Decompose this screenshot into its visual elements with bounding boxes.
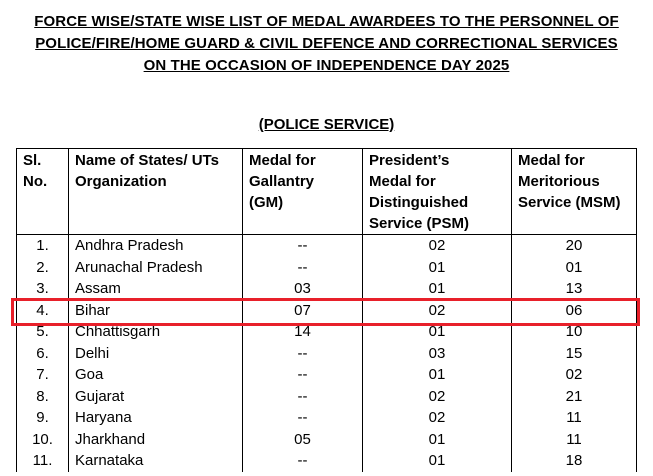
cell-sl-no: 10. [16, 428, 69, 450]
cell-msm: 01 [511, 256, 637, 278]
cell-state-name: Assam [68, 278, 243, 300]
cell-msm: 21 [511, 385, 637, 407]
cell-state-name: Jharkhand [68, 428, 243, 450]
header-presidents-medal: President’s Medal for Distinguished Service… [362, 148, 512, 235]
header-line: Medal for [249, 152, 316, 169]
cell-state-name: Goa [68, 364, 243, 386]
cell-gm: -- [242, 256, 363, 278]
cell-gm: -- [242, 364, 363, 386]
cell-gm: -- [242, 385, 363, 407]
header-line: President’s [369, 152, 450, 169]
cell-state-name: Chhattisgarh [68, 321, 243, 343]
cell-msm: 18 [511, 450, 637, 472]
table-row: 10. Jharkhand 05 01 11 [16, 428, 637, 450]
table-row: 1. Andhra Pradesh -- 02 20 [16, 234, 637, 257]
cell-gm: -- [242, 450, 363, 472]
table-row: 3. Assam 03 01 13 [16, 278, 637, 300]
header-sl-no: Sl. No. [16, 148, 69, 235]
cell-psm: 03 [362, 342, 512, 364]
table-row: 6. Delhi -- 03 15 [16, 342, 637, 364]
cell-sl-no: 5. [16, 321, 69, 343]
cell-state-name: Gujarat [68, 385, 243, 407]
header-line: Sl. [23, 152, 42, 169]
cell-msm: 15 [511, 342, 637, 364]
cell-sl-no: 3. [16, 278, 69, 300]
table-body: 1. Andhra Pradesh -- 02 20 2. Arunachal Prades… [16, 234, 637, 472]
header-gallantry-medal: Medal for Gallantry (GM) [242, 148, 363, 235]
header-line: Meritorious [518, 173, 600, 190]
cell-sl-no: 7. [16, 364, 69, 386]
header-line: (GM) [249, 194, 284, 211]
cell-msm: 11 [511, 407, 637, 429]
cell-gm: 14 [242, 321, 363, 343]
cell-psm: 02 [362, 234, 512, 257]
cell-state-name: Haryana [68, 407, 243, 429]
header-line: No. [23, 173, 48, 190]
cell-psm: 01 [362, 321, 512, 343]
medal-awardees-table: Sl. No. Name of States/ UTs Organization M… [16, 148, 637, 472]
cell-msm: 13 [511, 278, 637, 300]
title-line-1: FORCE WISE/STATE WISE LIST OF MEDAL AWAR… [34, 13, 619, 30]
cell-msm: 06 [511, 299, 637, 321]
title-line-3: ON THE OCCASION OF INDEPENDENCE DAY 2025 [143, 57, 510, 74]
header-state-name: Name of States/ UTs Organization [68, 148, 243, 235]
cell-sl-no: 9. [16, 407, 69, 429]
table-header-row: Sl. No. Name of States/ UTs Organization M… [16, 148, 637, 235]
header-line: Distinguished [369, 194, 469, 211]
cell-gm: -- [242, 342, 363, 364]
cell-gm: 03 [242, 278, 363, 300]
header-line: Service (PSM) [369, 215, 470, 232]
cell-psm: 01 [362, 428, 512, 450]
header-line: Name of States/ UTs [75, 152, 219, 169]
cell-sl-no: 4. [16, 299, 69, 321]
header-line: Medal for [369, 173, 436, 190]
header-meritorious-medal: Medal for Meritorious Service (MSM) [511, 148, 637, 235]
table-row: 8. Gujarat -- 02 21 [16, 385, 637, 407]
cell-sl-no: 1. [16, 234, 69, 257]
section-subtitle: (POLICE SERVICE) [258, 116, 395, 133]
cell-msm: 02 [511, 364, 637, 386]
header-line: Service (MSM) [518, 194, 621, 211]
cell-psm: 02 [362, 299, 512, 321]
cell-sl-no: 8. [16, 385, 69, 407]
cell-state-name: Delhi [68, 342, 243, 364]
cell-gm: -- [242, 407, 363, 429]
cell-state-name: Andhra Pradesh [68, 234, 243, 257]
cell-state-name: Arunachal Pradesh [68, 256, 243, 278]
cell-gm: -- [242, 234, 363, 257]
header-line: Medal for [518, 152, 585, 169]
cell-state-name: Bihar [68, 299, 243, 321]
cell-sl-no: 11. [16, 450, 69, 472]
cell-psm: 02 [362, 385, 512, 407]
header-line: Gallantry [249, 173, 315, 190]
cell-state-name: Karnataka [68, 450, 243, 472]
cell-psm: 01 [362, 256, 512, 278]
cell-msm: 10 [511, 321, 637, 343]
table-row: 9. Haryana -- 02 11 [16, 407, 637, 429]
cell-psm: 01 [362, 364, 512, 386]
cell-msm: 20 [511, 234, 637, 257]
cell-psm: 01 [362, 278, 512, 300]
cell-psm: 01 [362, 450, 512, 472]
cell-gm: 05 [242, 428, 363, 450]
cell-gm: 07 [242, 299, 363, 321]
cell-sl-no: 2. [16, 256, 69, 278]
table-row: 5. Chhattisgarh 14 01 10 [16, 321, 637, 343]
cell-sl-no: 6. [16, 342, 69, 364]
table-row: 11. Karnataka -- 01 18 [16, 450, 637, 472]
header-line: Organization [75, 173, 167, 190]
table-row: 4. Bihar 07 02 06 [16, 299, 637, 321]
title-line-2: POLICE/FIRE/HOME GUARD & CIVIL DEFENCE A… [35, 35, 618, 52]
cell-psm: 02 [362, 407, 512, 429]
document-title: FORCE WISE/STATE WISE LIST OF MEDAL AWAR… [0, 11, 653, 77]
table-row: 2. Arunachal Pradesh -- 01 01 [16, 256, 637, 278]
table-row: 7. Goa -- 01 02 [16, 364, 637, 386]
cell-msm: 11 [511, 428, 637, 450]
